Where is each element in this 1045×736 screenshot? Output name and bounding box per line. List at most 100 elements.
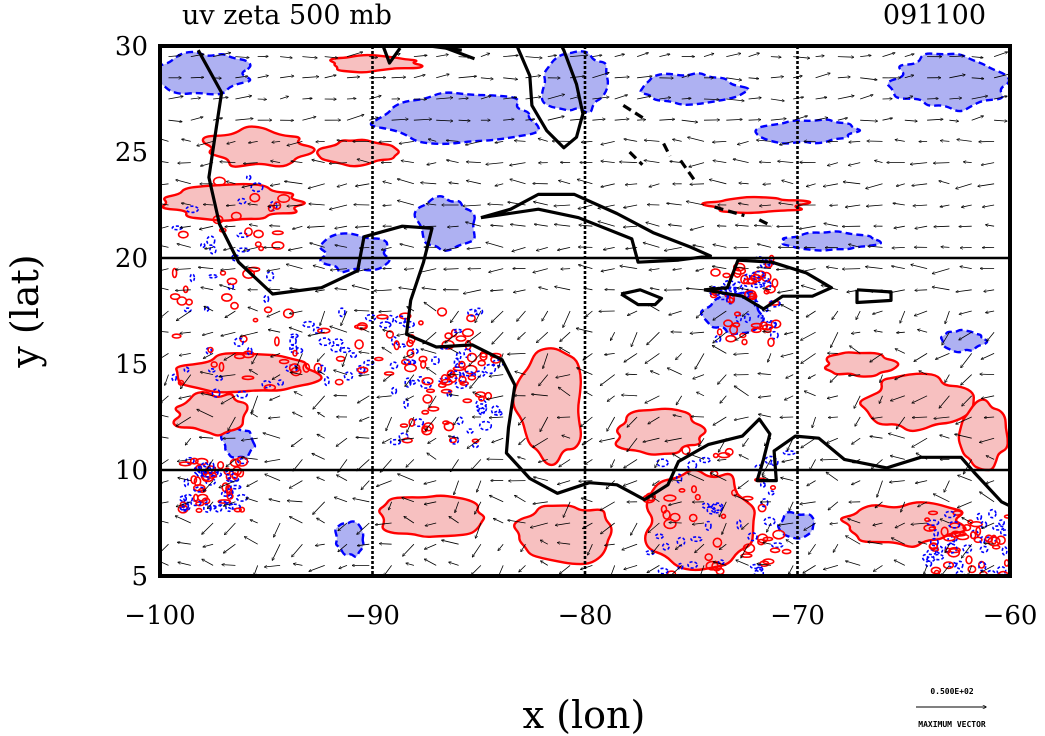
wind-vector [375,522,392,525]
wind-vector [726,77,741,80]
wind-vector [317,434,325,439]
negative-vorticity-region [939,328,989,354]
negative-contour [235,493,248,502]
positive-contour [767,337,775,348]
wind-vector [464,289,481,294]
wind-vector [539,374,549,386]
x-tick-label: −80 [558,601,613,631]
wind-vector [176,180,191,185]
positive-vorticity-region [201,125,316,168]
positive-contour [421,409,430,415]
wind-vector [177,244,191,248]
negative-vorticity-region [369,91,541,146]
wind-vector [667,368,682,375]
wind-vector [986,456,995,460]
negative-contour [1001,546,1008,556]
wind-vector [830,374,839,383]
wind-vector [543,353,549,368]
positive-contour [711,560,723,572]
wind-vector [562,435,571,439]
wind-vector [912,417,928,418]
wind-vector [355,310,370,311]
negative-contour [403,359,417,365]
wind-vector [581,498,593,503]
wind-vector [614,119,629,120]
wind-vector [807,183,816,187]
wind-vector [644,160,660,163]
wind-vector [168,119,182,122]
wind-vector [160,414,169,418]
wind-vector [945,544,950,552]
wind-vector [200,225,214,229]
positive-contour [418,355,428,363]
wind-vector [576,328,593,333]
wind-vector [267,310,281,317]
wind-vector [445,331,459,343]
wind-vector [669,225,682,227]
wind-vector [598,221,615,227]
wind-vector [288,247,303,250]
wind-vector [932,268,950,274]
wind-vector [448,226,459,227]
wind-vector [870,353,883,362]
wind-vector [982,522,995,528]
wind-vector [807,480,816,486]
positive-vorticity-region [644,468,756,572]
positive-contour [393,340,400,351]
wind-vector [270,395,281,400]
positive-contour [254,241,262,248]
wind-vector [352,286,370,291]
negative-contour [997,519,1005,526]
wind-vector [940,204,950,207]
wind-vector [424,480,437,484]
wind-vector [404,269,414,270]
wind-vector [757,140,771,141]
x-tick-label: −90 [345,601,400,631]
negative-contour [236,390,248,399]
wind-vector [436,120,453,121]
wind-vector [426,204,437,205]
wind-vector [848,519,861,524]
contour-fill-layer [160,50,1010,572]
wind-vector [873,522,883,525]
wind-vector [427,368,437,375]
wind-vector [734,495,749,503]
positive-contour [263,384,277,392]
wind-vector [581,416,593,427]
wind-vector [425,522,437,526]
negative-contour [490,405,501,416]
negative-contour [750,283,764,289]
negative-contour [359,365,366,375]
wind-vector [539,459,548,462]
wind-vector [789,501,794,511]
wind-vector [249,370,258,375]
wind-vector [559,347,571,354]
wind-vector [449,517,459,524]
wind-vector [421,183,437,184]
positive-contour [662,509,671,520]
wind-vector [843,182,861,185]
negative-vorticity-region [413,195,476,252]
wind-vector [971,96,988,100]
wind-vector [611,459,616,467]
positive-contour [440,388,453,394]
wind-vector [592,73,609,79]
wind-vector [357,544,370,546]
y-tick-label: 30 [115,32,148,62]
x-axis-label: x (lon) [523,693,646,736]
wind-vector [160,225,169,230]
wind-vector [280,57,292,58]
negative-contour [394,315,407,324]
positive-contour [316,327,331,334]
wind-vector [406,395,415,400]
negative-contour [706,505,717,515]
positive-contour [288,363,301,373]
wind-vector [726,53,740,57]
wind-vector [503,55,518,56]
island-coastline [714,205,745,218]
wind-vector [600,501,615,511]
wind-vector [734,416,749,420]
wind-vector [570,55,588,57]
negative-contour [431,356,440,365]
wind-vector [712,346,727,354]
